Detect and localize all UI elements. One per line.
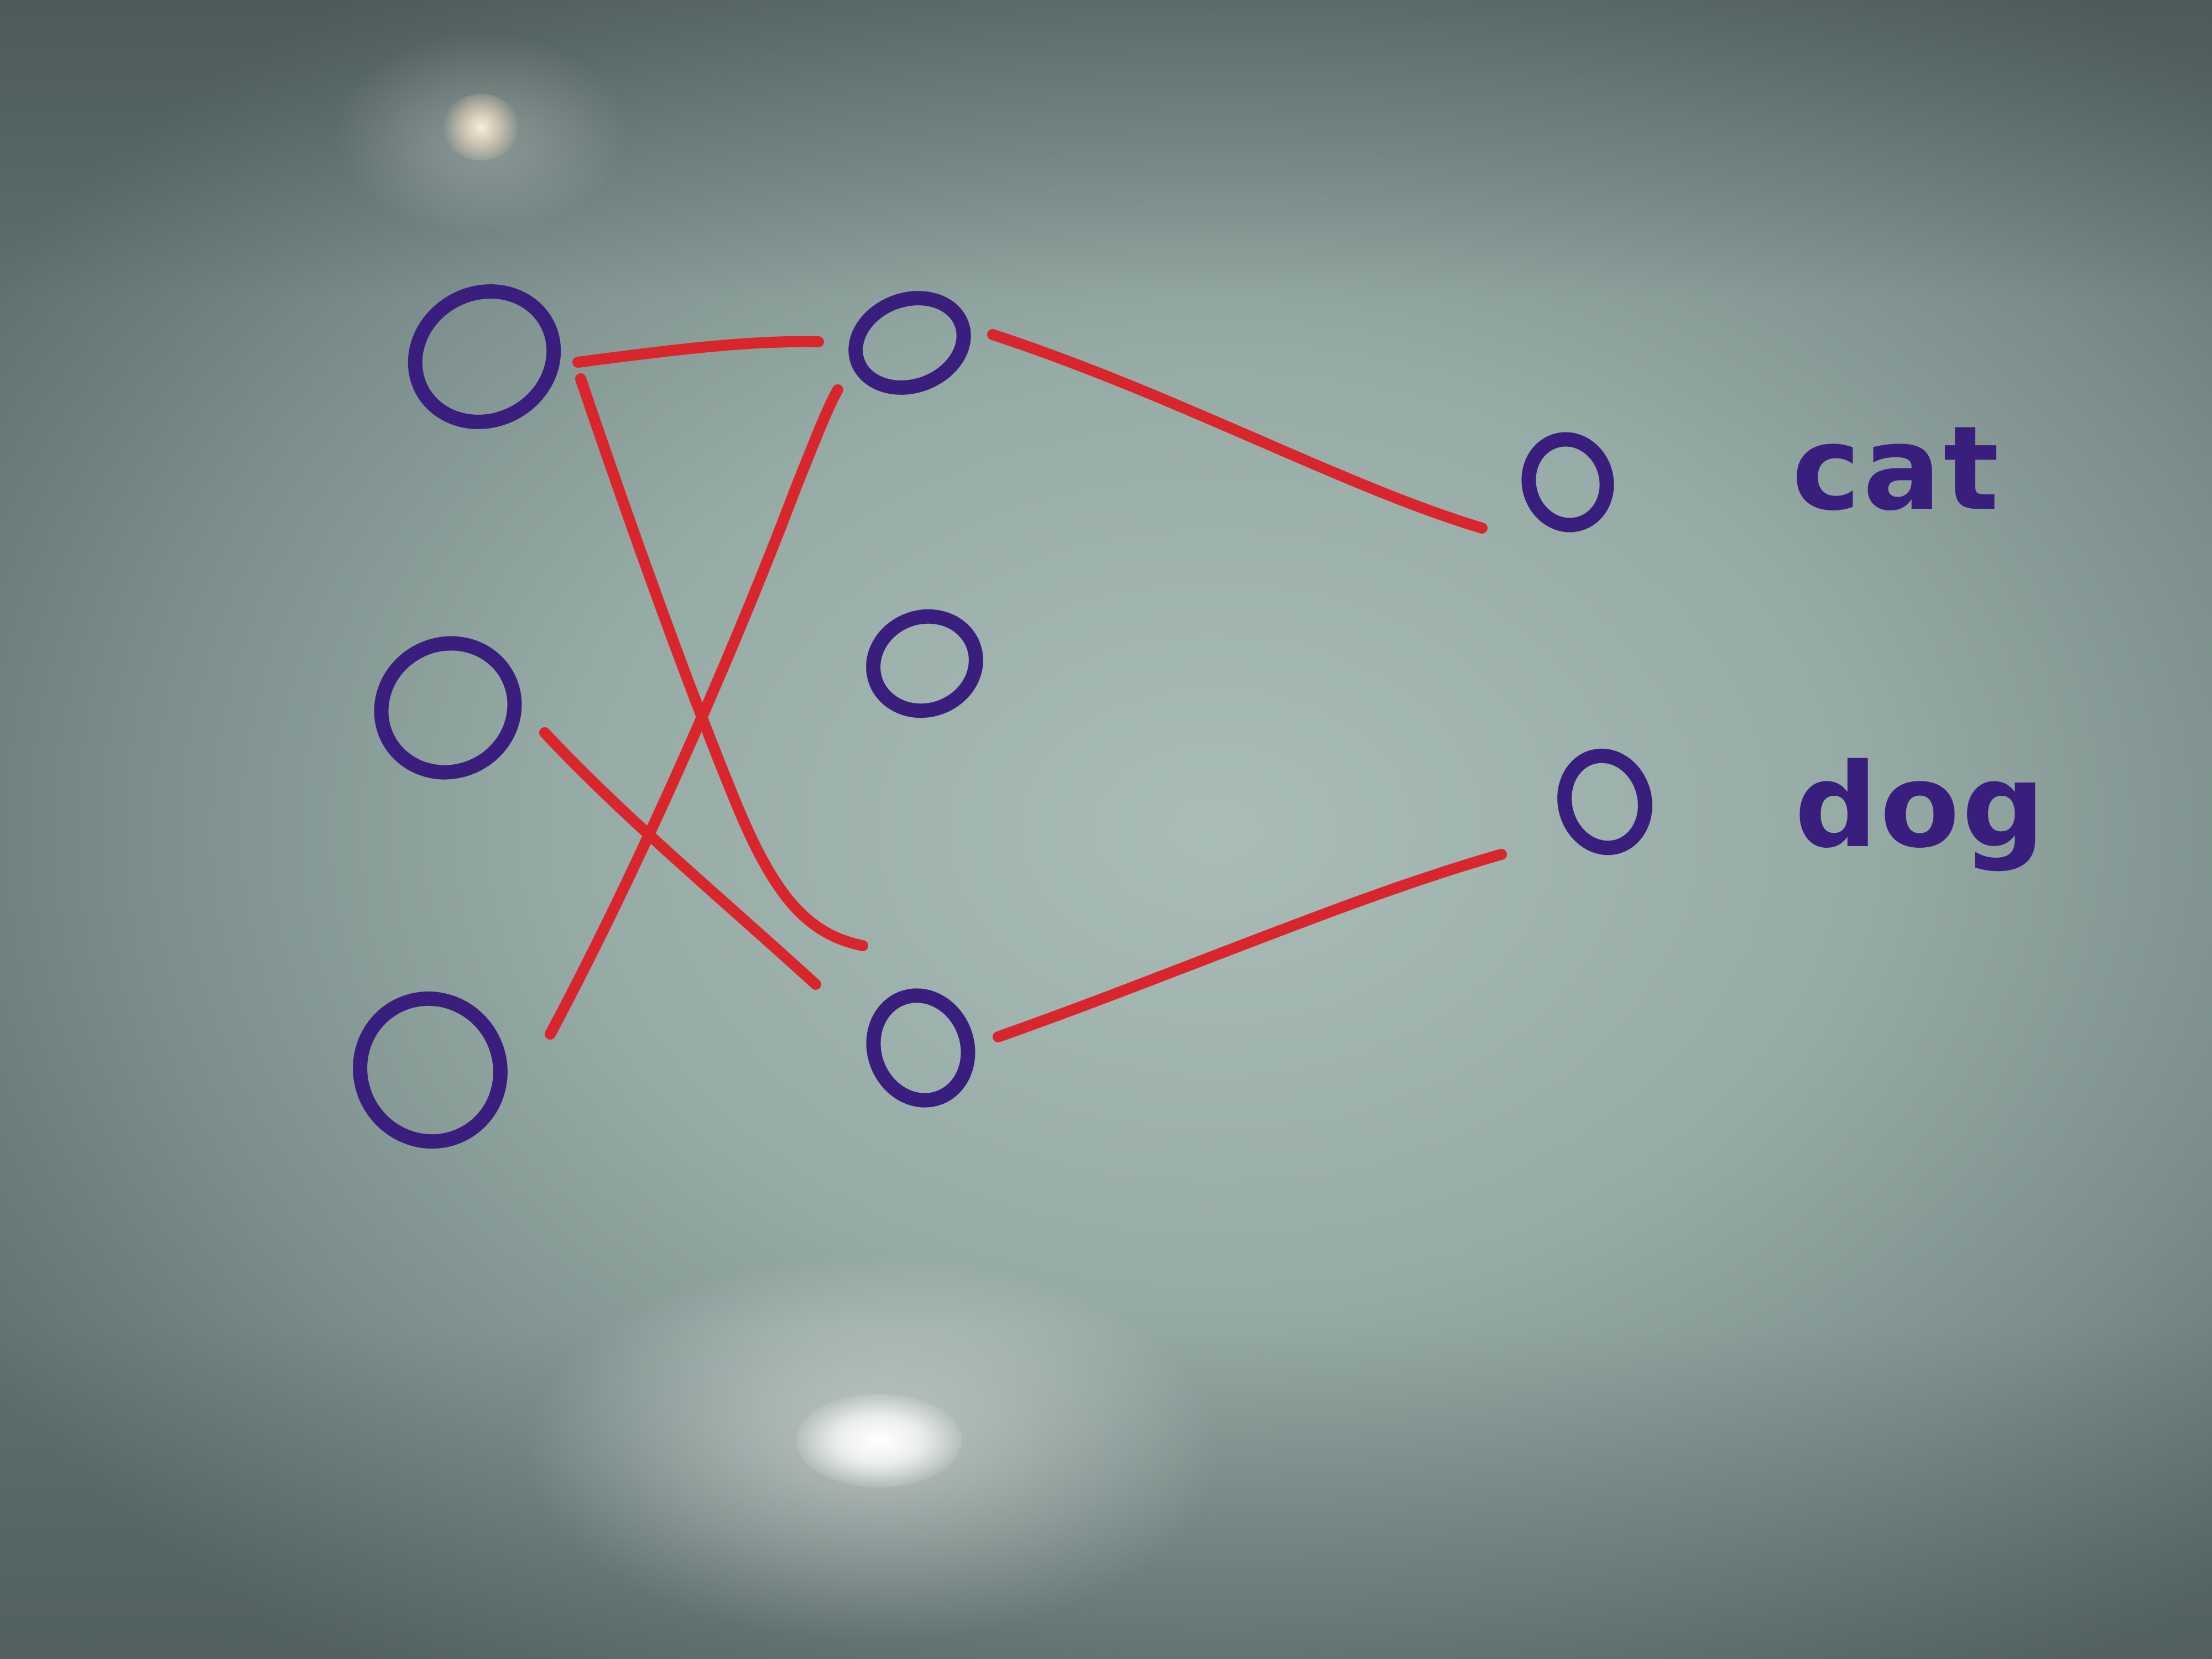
input-node-1	[408, 284, 561, 429]
input-node-3	[353, 991, 508, 1149]
hidden-node-1	[848, 291, 971, 395]
output-node-dog	[1557, 748, 1652, 855]
hidden-node-2	[866, 609, 983, 718]
light-glare-top	[442, 94, 520, 160]
edge-h3-out2	[993, 849, 1507, 1042]
label-cat: cat	[1792, 401, 2001, 536]
output-node-cat	[1521, 432, 1614, 533]
label-dog: dog	[1794, 738, 2047, 874]
edge-in2-h3	[539, 727, 821, 990]
edge-in3-h1	[545, 384, 843, 1040]
input-node-2	[374, 636, 522, 780]
edge-h1-out1	[987, 329, 1488, 534]
edge-in1-h1	[572, 336, 824, 368]
hidden-node-3	[866, 988, 975, 1108]
edge-in1-h3	[575, 373, 868, 951]
light-glare-bottom	[796, 1394, 962, 1488]
